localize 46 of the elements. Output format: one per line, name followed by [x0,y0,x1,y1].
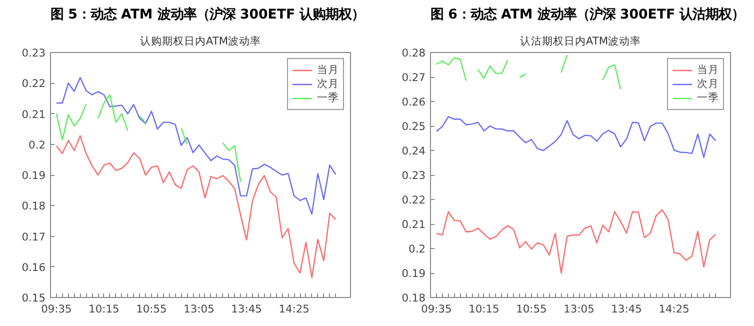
y-tick-label: 0.21 [402,218,426,231]
x-tick-label: 13:45 [231,302,262,316]
x-tick-label: 14:25 [278,302,310,316]
chart-subtitle: 认购期权日内ATM波动率 [140,34,262,48]
y-tick-label: 0.21 [22,108,46,121]
y-tick-label: 0.24 [402,144,426,158]
x-tick-label: 09:35 [41,302,72,316]
y-tick-label: 0.15 [22,292,46,304]
legend-label: 一季 [697,91,719,105]
y-tick-label: 0.19 [22,169,46,182]
legend-label: 次月 [697,77,719,91]
y-tick-label: 0.19 [402,267,426,280]
x-tick-label: 14:25 [658,302,690,316]
chart-title: 图 5：动态 ATM 波动率（沪深 300ETF 认购期权） [50,6,365,22]
x-tick-label: 09:35 [421,302,452,316]
y-tick-label: 0.26 [402,96,426,108]
chart-subtitle: 认沽期权日内ATM波动率 [520,34,642,48]
y-tick-label: 0.23 [22,46,46,60]
x-tick-label: 10:15 [88,302,120,316]
y-tick-label: 0.25 [402,120,426,133]
x-tick-label: 10:55 [136,302,167,316]
line-series [56,135,336,278]
legend-label: 当月 [317,63,339,77]
y-tick-label: 0.28 [402,46,426,60]
y-tick-label: 0.16 [22,260,46,274]
y-tick-label: 0.2 [28,138,46,152]
y-tick-label: 0.22 [402,194,426,206]
line-series [56,77,336,215]
legend-label: 次月 [317,77,339,91]
legend-label: 当月 [697,63,719,77]
y-tick-label: 0.18 [402,292,426,304]
x-tick-label: 13:45 [611,302,642,316]
y-tick-label: 0.17 [22,230,46,244]
y-tick-label: 0.23 [402,169,426,182]
y-tick-label: 0.27 [402,71,426,84]
y-tick-label: 0.2 [408,242,426,256]
chart-title: 图 6：动态 ATM 波动率（沪深 300ETF 认沽期权） [430,6,745,22]
legend-label: 一季 [317,91,339,105]
x-tick-label: 13:05 [564,302,594,316]
x-tick-label: 13:05 [184,302,214,316]
x-tick-label: 10:15 [468,302,500,316]
y-tick-label: 0.22 [22,77,46,90]
line-series [436,116,716,158]
x-tick-label: 10:55 [516,302,547,316]
y-tick-label: 0.18 [22,200,46,213]
line-series [436,209,716,274]
